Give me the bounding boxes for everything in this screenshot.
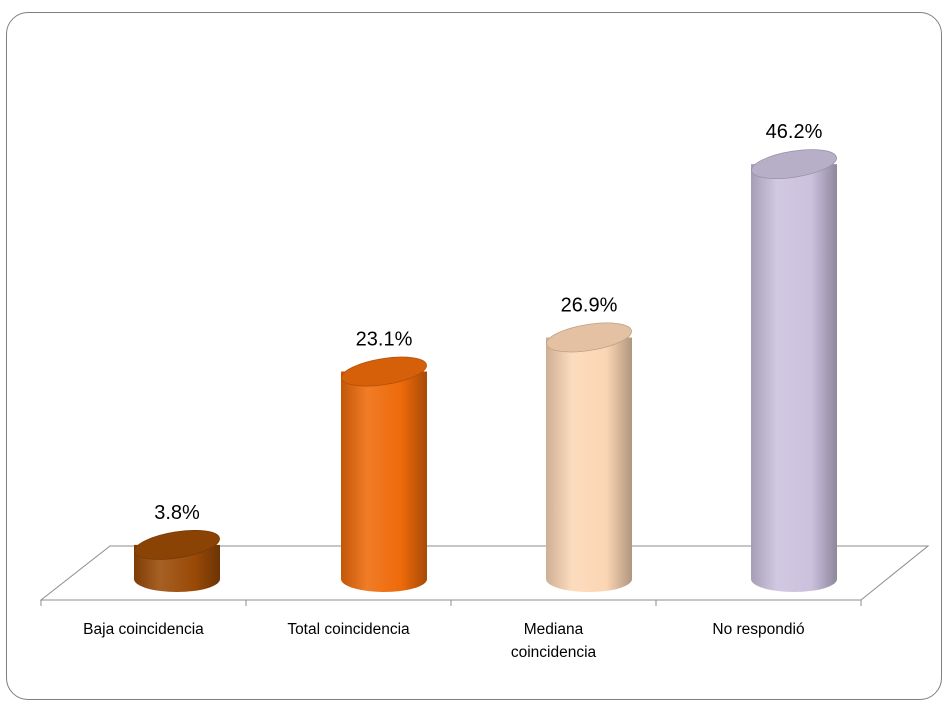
data-label: 23.1%: [356, 329, 413, 351]
chart-bars: [134, 149, 837, 592]
bar-1: [341, 356, 427, 592]
bar-3: [751, 149, 837, 592]
bar-2: [546, 322, 632, 592]
bar-0: [134, 529, 220, 592]
data-label: 46.2%: [766, 121, 823, 143]
floor-plane: [39, 545, 930, 601]
bar-top: [134, 529, 220, 560]
data-label: 3.8%: [154, 502, 200, 524]
x-tick-label: Mediana coincidencia: [511, 621, 597, 661]
bar-body: [341, 371, 427, 592]
bar-top: [751, 149, 837, 180]
bar-top: [546, 322, 632, 353]
x-tick-label: No respondió: [712, 621, 804, 638]
bar-body: [751, 164, 837, 592]
x-tick-label: Baja coincidencia: [83, 621, 204, 638]
x-tick-label: Total coincidencia: [287, 621, 410, 638]
bar-body: [546, 337, 632, 592]
data-label: 26.9%: [561, 294, 618, 316]
bar-top: [341, 356, 427, 387]
chart-floor: [39, 545, 930, 606]
chart-category-labels: Baja coincidencia Total coincidencia Media…: [83, 621, 804, 661]
chart-value-labels: 3.8% 23.1% 26.9% 46.2%: [154, 121, 822, 524]
